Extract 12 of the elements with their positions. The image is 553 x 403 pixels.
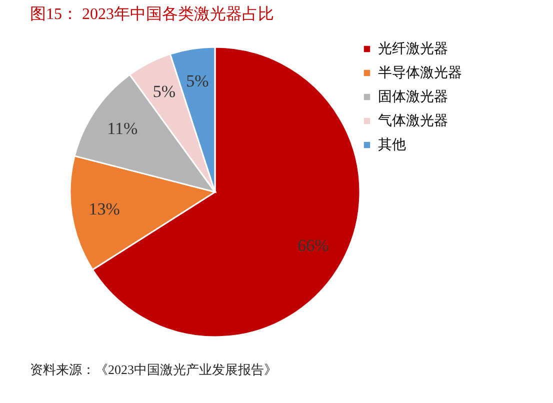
legend-label: 其他 [378, 137, 406, 153]
legend-label: 固体激光器 [378, 89, 448, 105]
legend-label: 半导体激光器 [378, 65, 462, 81]
data-label: 66% [298, 236, 329, 255]
data-label: 13% [88, 200, 120, 219]
legend-label: 气体激光器 [378, 113, 448, 129]
data-label: 5% [186, 71, 209, 90]
legend-label: 光纤激光器 [378, 41, 448, 57]
text: 资料来源：《2023中国激光产业发展报告》 [30, 362, 277, 377]
chart-title: 图15： 2023年中国各类激光器占比 [30, 5, 274, 23]
data-label: 11% [107, 119, 138, 138]
data-label: 5% [152, 82, 176, 102]
